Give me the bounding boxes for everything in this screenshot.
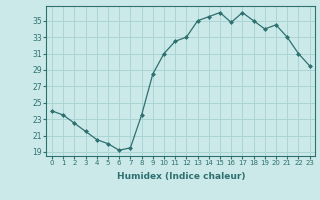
X-axis label: Humidex (Indice chaleur): Humidex (Indice chaleur) bbox=[116, 172, 245, 181]
